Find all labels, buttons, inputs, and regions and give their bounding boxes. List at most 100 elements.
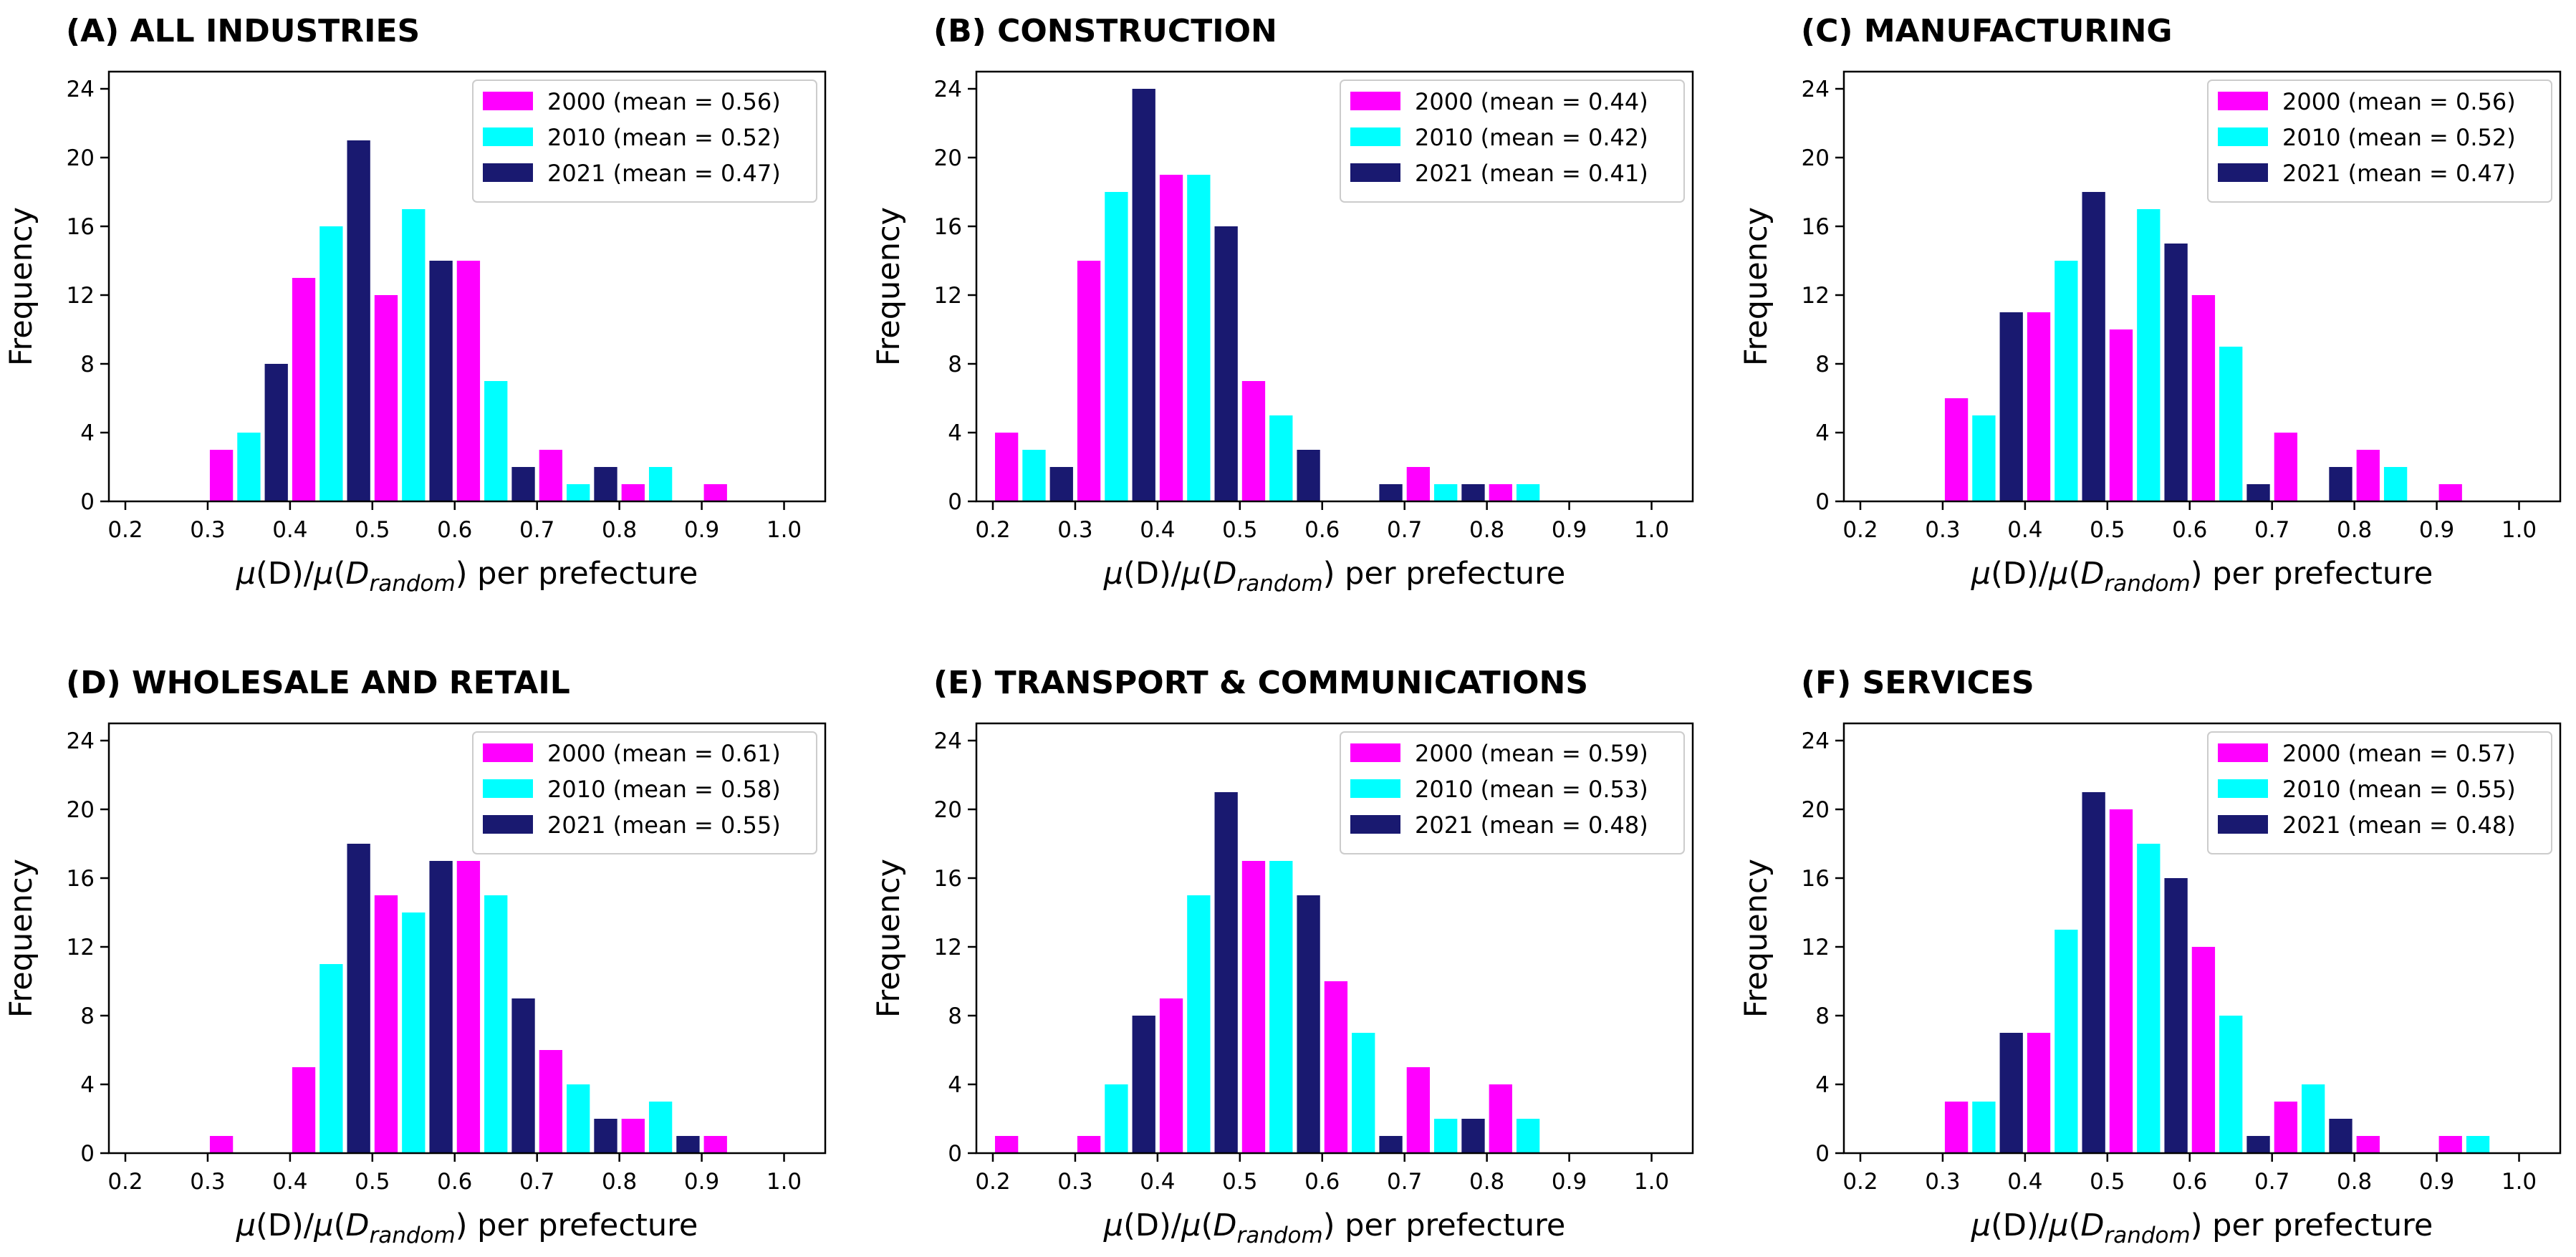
x-tick-label: 0.4 bbox=[272, 517, 307, 543]
x-tick-label: 0.2 bbox=[1842, 517, 1878, 543]
x-tick-label: 0.2 bbox=[107, 1169, 143, 1195]
x-tick-label: 0.8 bbox=[1469, 517, 1504, 543]
y-tick-label: 24 bbox=[67, 728, 95, 754]
legend-swatch-2021 bbox=[2218, 163, 2268, 182]
legend-swatch-2010 bbox=[2218, 127, 2268, 146]
chart-panel-c: (C) MANUFACTURING 0 4 8 12 16 20 24 0.2 0.3 0.4 0.5… bbox=[1739, 13, 2562, 597]
x-tick-label: 0.6 bbox=[437, 1169, 472, 1195]
legend-entry-2000: 2000 (mean = 0.57) bbox=[2282, 740, 2516, 767]
y-tick-label: 12 bbox=[67, 283, 95, 309]
legend-swatch-2000 bbox=[1350, 92, 1400, 110]
x-tick-label: 0.4 bbox=[272, 1169, 307, 1195]
y-tick-label: 16 bbox=[1802, 866, 1830, 892]
legend-box bbox=[2207, 731, 2552, 854]
bar-2021-bin-4 bbox=[2246, 1136, 2270, 1153]
chart-panel-a: (A) ALL INDUSTRIES 0 4 8 12 16 20 24 0.2 0.3 0.4 0.… bbox=[4, 13, 827, 597]
bar-2000-bin-7 bbox=[2438, 484, 2462, 501]
chart-panel-b: (B) CONSTRUCTION 0 4 8 12 16 20 24 0.2 0.3 0.4 0.5 0… bbox=[871, 13, 1694, 597]
bar-2000-bin-7 bbox=[703, 484, 727, 501]
bar-2000-bin-3 bbox=[2109, 329, 2133, 501]
bar-2010-bin-0 bbox=[1022, 450, 1046, 501]
x-tick-label: 0.9 bbox=[1552, 1169, 1587, 1195]
panel-title: (A) ALL INDUSTRIES bbox=[66, 13, 420, 49]
bar-2000-bin-5 bbox=[539, 1050, 563, 1153]
x-tick-label: 1.0 bbox=[1634, 517, 1669, 543]
y-tick-label: 8 bbox=[948, 1003, 962, 1029]
x-axis-label: μ(D)/μ(Drandom) per prefecture bbox=[1103, 1208, 1566, 1248]
y-tick-label: 8 bbox=[948, 352, 962, 377]
bar-2010-bin-5 bbox=[2302, 1084, 2325, 1153]
bar-2021-bin-1 bbox=[1999, 1033, 2023, 1153]
y-tick-label: 16 bbox=[67, 866, 95, 892]
bar-2021-bin-2 bbox=[347, 844, 370, 1153]
x-tick-label: 0.6 bbox=[1304, 517, 1340, 543]
bar-2000-bin-5 bbox=[1406, 467, 1431, 501]
bar-2010-bin-3 bbox=[1269, 861, 1293, 1153]
x-tick-label: 0.6 bbox=[437, 517, 472, 543]
x-tick-label: 0.2 bbox=[107, 517, 143, 543]
bar-2000-bin-2 bbox=[1159, 175, 1183, 501]
bar-2010-bin-5 bbox=[567, 1084, 590, 1153]
bar-2021-bin-3 bbox=[1297, 895, 1320, 1153]
x-tick-label: 0.3 bbox=[1925, 517, 1960, 543]
panel-title: (B) CONSTRUCTION bbox=[933, 13, 1277, 49]
x-tick-label: 0.9 bbox=[684, 1169, 719, 1195]
x-tick-label: 0.7 bbox=[519, 1169, 554, 1195]
bar-2000-bin-3 bbox=[1241, 381, 1266, 501]
x-tick-label: 0.7 bbox=[1387, 517, 1422, 543]
x-tick-label: 0.3 bbox=[190, 1169, 225, 1195]
bar-2000-bin-4 bbox=[456, 261, 481, 501]
bar-2010-bin-2 bbox=[2054, 261, 2078, 501]
chart-panel-d: (D) WHOLESALE AND RETAIL 0 4 8 12 16 20 24 0.2 0.… bbox=[4, 665, 827, 1248]
legend-entry-2010: 2010 (mean = 0.52) bbox=[547, 124, 781, 151]
legend-entry-2010: 2010 (mean = 0.58) bbox=[547, 776, 781, 803]
legend: 2000 (mean = 0.56) 2010 (mean = 0.52) 2021… bbox=[472, 80, 817, 203]
legend-entry-2010: 2010 (mean = 0.53) bbox=[1415, 776, 1648, 803]
y-tick-label: 8 bbox=[1815, 352, 1830, 377]
x-tick-label: 0.4 bbox=[2007, 517, 2042, 543]
bar-2000-bin-1 bbox=[1077, 1136, 1101, 1153]
bar-2021-bin-4 bbox=[2246, 484, 2270, 501]
legend-swatch-2021 bbox=[483, 815, 533, 834]
bar-2021-bin-3 bbox=[1297, 450, 1320, 501]
y-tick-label: 20 bbox=[934, 797, 962, 823]
bar-2010-bin-4 bbox=[2219, 1016, 2243, 1153]
bar-2010-bin-3 bbox=[2137, 209, 2161, 501]
x-axis-label: μ(D)/μ(Drandom) per prefecture bbox=[236, 556, 698, 597]
y-tick-label: 0 bbox=[1815, 489, 1830, 515]
legend: 2000 (mean = 0.57) 2010 (mean = 0.55) 2021… bbox=[2207, 731, 2552, 854]
x-axis-label: μ(D)/μ(Drandom) per prefecture bbox=[1971, 556, 2433, 597]
y-axis-label: Frequency bbox=[4, 859, 39, 1018]
y-tick-label: 12 bbox=[934, 283, 962, 309]
y-axis-label: Frequency bbox=[871, 859, 907, 1018]
bar-2010-bin-5 bbox=[567, 484, 590, 501]
x-tick-label: 0.8 bbox=[2337, 1169, 2372, 1195]
x-tick-label: 0.4 bbox=[2007, 1169, 2042, 1195]
bar-2021-bin-3 bbox=[429, 861, 453, 1153]
legend-box bbox=[1340, 731, 1685, 854]
bar-2010-bin-5 bbox=[1434, 484, 1458, 501]
bar-2000-bin-6 bbox=[2356, 1136, 2380, 1153]
bar-2021-bin-4 bbox=[1379, 484, 1403, 501]
axes-frame bbox=[975, 70, 1694, 503]
y-tick-label: 12 bbox=[1802, 935, 1830, 960]
bar-2021-bin-5 bbox=[1461, 484, 1485, 501]
bar-2010-bin-1 bbox=[1972, 415, 1996, 501]
x-tick-label: 0.5 bbox=[2090, 1169, 2125, 1195]
x-tick-label: 0.5 bbox=[1222, 517, 1257, 543]
bar-2000-bin-1 bbox=[209, 1136, 234, 1153]
bar-2021-bin-5 bbox=[594, 467, 617, 501]
x-tick-label: 0.8 bbox=[2337, 517, 2372, 543]
bar-2000-bin-5 bbox=[539, 450, 563, 501]
axes-frame bbox=[107, 722, 827, 1155]
chart-panel-e: (E) TRANSPORT & COMMUNICATIONS0481216202… bbox=[871, 665, 1694, 1248]
legend-swatch-2010 bbox=[483, 779, 533, 798]
bar-2000-bin-0 bbox=[994, 1136, 1019, 1153]
panel-title: (D) WHOLESALE AND RETAIL bbox=[66, 665, 570, 701]
bar-2021-bin-5 bbox=[2329, 1119, 2352, 1153]
bar-2010-bin-2 bbox=[1187, 895, 1211, 1153]
bar-2010-bin-4 bbox=[484, 895, 508, 1153]
bar-2000-bin-3 bbox=[374, 895, 398, 1153]
bar-2000-bin-1 bbox=[209, 450, 234, 501]
